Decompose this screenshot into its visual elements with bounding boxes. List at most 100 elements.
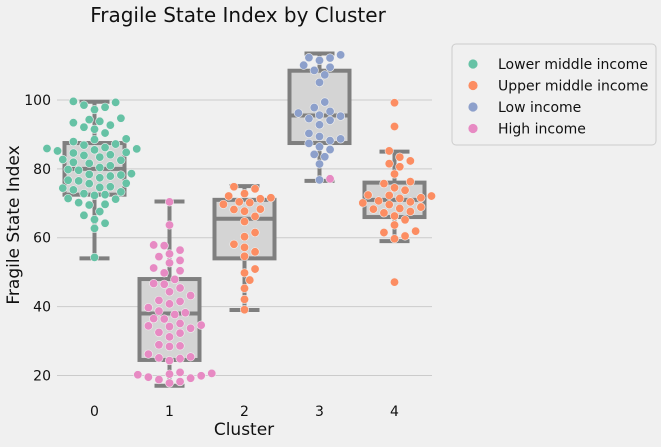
data-point bbox=[245, 198, 255, 208]
data-point bbox=[79, 189, 89, 199]
data-point bbox=[314, 77, 324, 87]
data-point bbox=[165, 342, 175, 352]
data-point bbox=[379, 228, 389, 238]
data-point bbox=[186, 352, 196, 362]
data-point bbox=[175, 283, 185, 293]
data-point bbox=[374, 196, 384, 206]
x-tick-label: 3 bbox=[315, 404, 324, 420]
data-point bbox=[68, 157, 78, 167]
data-point bbox=[384, 190, 394, 200]
data-point bbox=[143, 321, 153, 331]
data-point bbox=[63, 175, 73, 185]
data-point bbox=[116, 155, 126, 165]
data-point bbox=[165, 356, 175, 366]
legend-label: Upper middle income bbox=[498, 79, 648, 95]
data-point bbox=[121, 178, 131, 188]
data-point bbox=[68, 96, 78, 106]
data-point bbox=[154, 375, 164, 385]
x-tick-label: 2 bbox=[240, 404, 249, 420]
data-point bbox=[255, 194, 265, 204]
data-point bbox=[111, 97, 121, 107]
data-point bbox=[266, 193, 276, 203]
data-point bbox=[149, 314, 159, 324]
y-tick-label: 40 bbox=[33, 300, 51, 316]
data-point bbox=[90, 214, 100, 224]
data-point bbox=[111, 194, 121, 204]
data-point bbox=[126, 169, 136, 179]
data-point bbox=[79, 100, 89, 110]
data-point bbox=[165, 332, 175, 342]
data-point bbox=[68, 137, 78, 147]
data-point bbox=[325, 174, 335, 184]
data-point bbox=[255, 204, 265, 214]
data-point bbox=[320, 152, 330, 162]
data-point bbox=[395, 193, 405, 203]
data-point bbox=[68, 185, 78, 195]
data-point bbox=[63, 193, 73, 203]
data-point bbox=[175, 354, 185, 364]
data-point bbox=[175, 245, 185, 255]
data-point bbox=[400, 185, 410, 195]
data-point bbox=[90, 190, 100, 200]
data-point bbox=[229, 204, 239, 214]
data-point bbox=[325, 115, 335, 125]
data-point bbox=[58, 155, 68, 165]
data-point bbox=[116, 113, 126, 123]
data-point bbox=[416, 202, 426, 212]
data-point bbox=[304, 138, 314, 148]
data-point bbox=[149, 240, 159, 250]
data-point bbox=[314, 159, 324, 169]
data-point bbox=[405, 156, 415, 166]
data-point bbox=[105, 150, 115, 160]
data-point bbox=[165, 369, 175, 379]
data-point bbox=[100, 102, 110, 112]
data-point bbox=[240, 251, 250, 261]
data-point bbox=[389, 169, 399, 179]
data-point bbox=[389, 220, 399, 230]
data-point bbox=[90, 145, 100, 155]
data-point bbox=[400, 231, 410, 241]
data-point bbox=[240, 206, 250, 216]
data-point bbox=[314, 120, 324, 130]
data-point bbox=[159, 268, 169, 278]
data-point bbox=[143, 303, 153, 313]
data-point bbox=[293, 108, 303, 118]
legend: Lower middle income Upper middle income Lo… bbox=[451, 43, 657, 146]
data-point bbox=[100, 218, 110, 228]
data-point bbox=[132, 144, 142, 154]
data-point bbox=[175, 296, 185, 306]
data-point bbox=[90, 223, 100, 233]
data-point bbox=[84, 200, 94, 210]
data-point bbox=[320, 97, 330, 107]
data-point bbox=[389, 211, 399, 221]
data-point bbox=[159, 279, 169, 289]
data-point bbox=[165, 258, 175, 268]
data-point bbox=[105, 120, 115, 130]
data-point bbox=[105, 182, 115, 192]
data-point bbox=[395, 203, 405, 213]
y-axis-label: Fragile State Index bbox=[4, 145, 24, 304]
data-point bbox=[175, 318, 185, 328]
data-point bbox=[79, 210, 89, 220]
data-point bbox=[165, 378, 175, 388]
y-tick-label: 80 bbox=[33, 162, 51, 178]
data-point bbox=[196, 320, 206, 330]
data-point bbox=[105, 171, 115, 181]
data-point bbox=[116, 170, 126, 180]
data-point bbox=[63, 165, 73, 175]
data-point bbox=[304, 114, 314, 124]
data-point bbox=[116, 187, 126, 197]
x-tick-label: 1 bbox=[165, 404, 174, 420]
data-point bbox=[325, 106, 335, 116]
data-point bbox=[240, 305, 250, 315]
data-point bbox=[245, 275, 255, 285]
data-point bbox=[229, 239, 239, 249]
data-point bbox=[186, 323, 196, 333]
data-point bbox=[95, 152, 105, 162]
data-point bbox=[325, 53, 335, 63]
y-ticks: 20 40 60 80 100 bbox=[24, 93, 51, 384]
data-point bbox=[426, 191, 436, 201]
data-point bbox=[100, 190, 110, 200]
y-tick-label: 60 bbox=[33, 231, 51, 247]
data-point bbox=[384, 146, 394, 156]
